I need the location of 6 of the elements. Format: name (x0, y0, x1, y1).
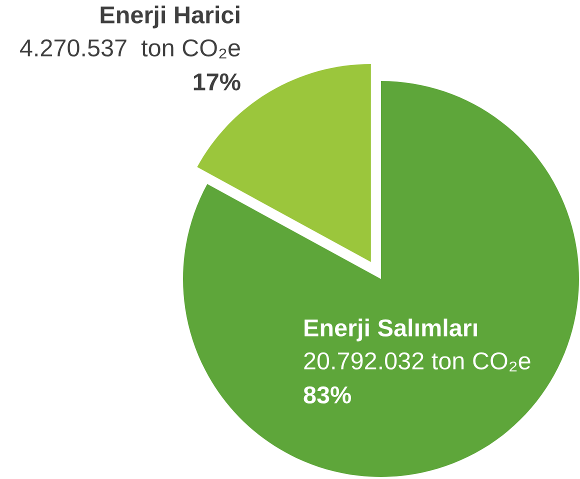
text: 17% (194, 73, 240, 90)
slice-label: Enerji Harici (100, 6, 240, 28)
slice-label: Enerji Salımları (304, 318, 477, 342)
data-label: 4.270.537 ton CO₂e (20, 39, 240, 58)
text: 83% (304, 386, 352, 404)
data-label: 20.792.032 ton CO₂e (304, 352, 530, 372)
